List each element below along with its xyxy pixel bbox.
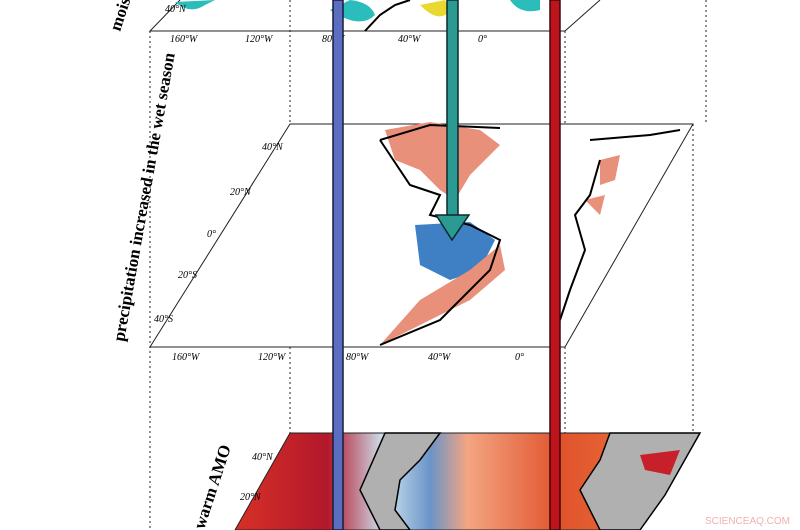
teal-arrow-shaft — [446, 0, 459, 219]
lat-tick: 40°N — [262, 142, 284, 153]
lon-tick: 0° — [478, 34, 487, 45]
lat-tick: 20°N — [230, 187, 252, 198]
lon-tick: 0° — [515, 352, 524, 363]
lat-tick: 20°N — [240, 492, 262, 503]
middle-panel-label: precipitation increased in the wet seaso… — [109, 51, 179, 343]
lon-tick: 40°W — [398, 34, 422, 45]
watermark: SCIENCEAQ.COM — [705, 516, 790, 527]
bottom-panel-label: warm AMO — [190, 442, 235, 530]
lon-tick: 160°W — [170, 34, 199, 45]
lon-ticks: 160°W 120°W 80°W 40°W 0° — [170, 34, 487, 45]
lon-ticks: 160°W 120°W 80°W 40°W 0° — [172, 352, 524, 363]
bottom-panel: 40°N 20°N warm AMO — [190, 432, 702, 530]
lat-tick: 40°N — [165, 4, 187, 15]
lon-tick: 40°W — [428, 352, 452, 363]
lon-tick: 160°W — [172, 352, 201, 363]
lon-tick: 120°W — [258, 352, 287, 363]
lat-tick: 0° — [207, 229, 216, 240]
blue-arrow — [332, 0, 344, 530]
lat-ticks: 40°N 20°N 0° 20°S 40°S — [154, 142, 284, 325]
lat-tick: 20°S — [178, 270, 197, 281]
lon-tick: 80°W — [346, 352, 370, 363]
top-panel-label: mois — [106, 0, 135, 33]
lon-tick: 120°W — [245, 34, 274, 45]
lat-ticks: 40°N 20°N — [240, 452, 274, 503]
teal-arrowhead-icon — [434, 214, 471, 242]
red-arrow — [549, 0, 561, 530]
top-panel: 40°N 160°W 120°W 80°W 40°W 0° mois — [106, 0, 601, 45]
middle-panel: 40°N 20°N 0° 20°S 40°S 160°W 120°W 80°W … — [109, 51, 694, 363]
lat-tick: 40°S — [154, 314, 173, 325]
lat-tick: 40°N — [252, 452, 274, 463]
arrows — [332, 0, 561, 530]
